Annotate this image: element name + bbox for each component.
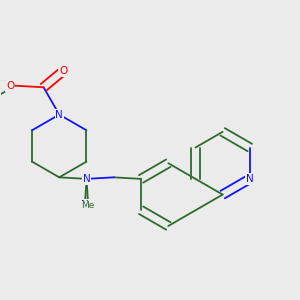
Text: O: O	[59, 66, 67, 76]
Text: N: N	[83, 174, 90, 184]
Text: Me: Me	[81, 201, 95, 210]
Text: N: N	[81, 200, 89, 210]
Text: O: O	[6, 81, 14, 91]
Text: N: N	[246, 174, 254, 184]
Text: N: N	[56, 110, 63, 120]
